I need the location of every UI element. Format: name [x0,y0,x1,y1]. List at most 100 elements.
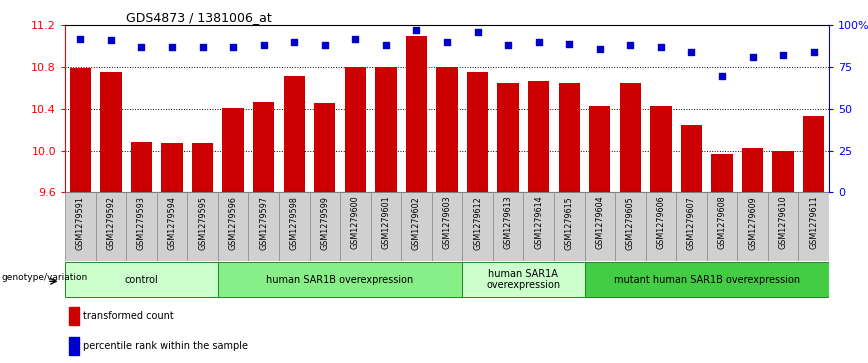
FancyBboxPatch shape [768,192,799,261]
Bar [69,337,79,355]
Point [440,39,454,45]
Text: GSM1279596: GSM1279596 [228,196,238,250]
Text: GSM1279607: GSM1279607 [687,196,696,250]
Text: control: control [125,274,158,285]
FancyBboxPatch shape [584,262,829,297]
Point [685,49,699,55]
Bar [467,72,489,192]
Text: GSM1279601: GSM1279601 [381,196,391,249]
Point [165,44,179,50]
Bar [528,81,549,192]
Bar [681,125,702,192]
Point [257,42,271,48]
Text: GSM1279592: GSM1279592 [107,196,115,250]
Bar [161,143,183,192]
Point [348,36,362,42]
FancyBboxPatch shape [431,192,463,261]
Bar [253,102,274,192]
Bar [558,83,580,192]
FancyBboxPatch shape [248,192,279,261]
Text: GSM1279595: GSM1279595 [198,196,207,250]
Text: GSM1279615: GSM1279615 [565,196,574,250]
Point [593,46,607,52]
Point [715,73,729,78]
Text: GSM1279597: GSM1279597 [260,196,268,250]
FancyBboxPatch shape [646,192,676,261]
FancyBboxPatch shape [463,192,493,261]
Point [318,42,332,48]
Point [654,44,667,50]
Point [410,28,424,33]
Point [227,44,240,50]
Text: human SAR1A
overexpression: human SAR1A overexpression [486,269,561,290]
Text: GSM1279611: GSM1279611 [809,196,819,249]
Text: GSM1279610: GSM1279610 [779,196,787,249]
FancyBboxPatch shape [493,192,523,261]
Text: mutant human SAR1B overexpression: mutant human SAR1B overexpression [614,274,799,285]
FancyBboxPatch shape [463,262,584,297]
Text: GSM1279608: GSM1279608 [718,196,727,249]
Point [623,42,637,48]
Point [74,36,88,42]
Point [746,54,760,60]
Bar [405,36,427,192]
Text: GSM1279602: GSM1279602 [412,196,421,250]
Bar [69,68,91,192]
Text: human SAR1B overexpression: human SAR1B overexpression [266,274,414,285]
Text: GSM1279605: GSM1279605 [626,196,635,250]
Text: GSM1279604: GSM1279604 [595,196,604,249]
FancyBboxPatch shape [218,192,248,261]
Bar [589,106,610,192]
Point [562,41,576,47]
Text: transformed count: transformed count [83,311,174,321]
Bar [192,143,214,192]
Bar [650,106,672,192]
Text: GSM1279599: GSM1279599 [320,196,329,250]
FancyBboxPatch shape [707,192,737,261]
Point [135,44,148,50]
FancyBboxPatch shape [523,192,554,261]
Bar [437,67,457,192]
Text: percentile rank within the sample: percentile rank within the sample [83,341,248,351]
Bar [131,142,152,192]
FancyBboxPatch shape [65,192,95,261]
Text: GSM1279598: GSM1279598 [290,196,299,250]
Bar [345,67,366,192]
FancyBboxPatch shape [371,192,401,261]
FancyBboxPatch shape [584,192,615,261]
Point [287,39,301,45]
Bar [803,116,825,192]
FancyBboxPatch shape [401,192,431,261]
Point [104,37,118,43]
Point [379,42,393,48]
FancyBboxPatch shape [310,192,340,261]
FancyBboxPatch shape [340,192,371,261]
Bar [375,67,397,192]
Text: GSM1279591: GSM1279591 [76,196,85,250]
Text: GSM1279600: GSM1279600 [351,196,360,249]
Bar [222,108,244,192]
FancyBboxPatch shape [676,192,707,261]
Bar [497,83,519,192]
Text: GSM1279594: GSM1279594 [168,196,176,250]
Point [195,44,209,50]
FancyBboxPatch shape [279,192,310,261]
Text: GSM1279614: GSM1279614 [534,196,543,249]
Bar [711,154,733,192]
FancyBboxPatch shape [615,192,646,261]
Text: GSM1279609: GSM1279609 [748,196,757,250]
Text: GSM1279603: GSM1279603 [443,196,451,249]
Text: GSM1279593: GSM1279593 [137,196,146,250]
FancyBboxPatch shape [799,192,829,261]
Point [470,29,484,35]
FancyBboxPatch shape [737,192,768,261]
FancyBboxPatch shape [65,262,218,297]
Bar [773,151,794,192]
Bar [314,103,336,192]
Point [806,49,820,55]
Bar [620,83,641,192]
FancyBboxPatch shape [218,262,463,297]
Text: genotype/variation: genotype/variation [1,273,88,282]
Text: GSM1279606: GSM1279606 [656,196,666,249]
Bar [69,307,79,325]
